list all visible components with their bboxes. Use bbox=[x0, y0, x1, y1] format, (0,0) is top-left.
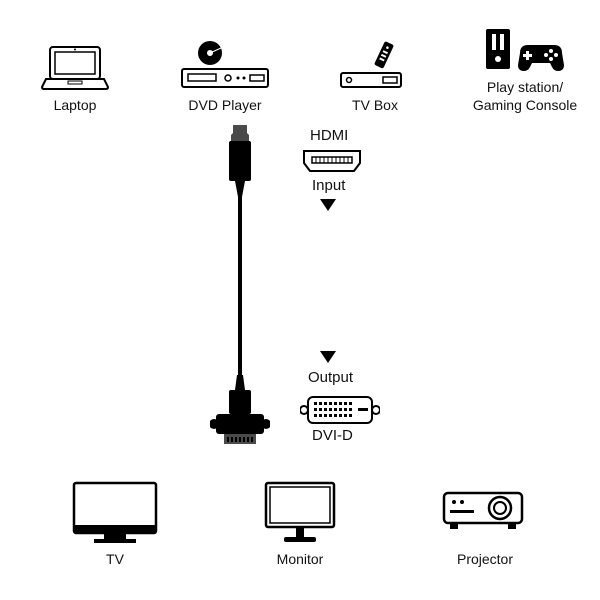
input-arrow-icon bbox=[320, 199, 336, 211]
dvi-label: DVI-D bbox=[312, 427, 353, 444]
device-monitor: Monitor bbox=[230, 475, 370, 569]
gaming-console-label: Play station/ Gaming Console bbox=[473, 79, 577, 114]
cable-diagram: HDMI Input Output DVI-D bbox=[0, 115, 600, 465]
input-label: Input bbox=[312, 177, 345, 194]
monitor-icon bbox=[260, 475, 340, 545]
laptop-icon bbox=[40, 36, 110, 91]
tv-box-icon bbox=[335, 36, 415, 91]
device-dvd-player: DVD Player bbox=[155, 36, 295, 115]
cable-line bbox=[238, 195, 242, 380]
projector-icon bbox=[440, 475, 530, 545]
device-tv: TV bbox=[45, 475, 185, 569]
device-projector: Projector bbox=[415, 475, 555, 569]
tv-label: TV bbox=[106, 551, 124, 569]
dvd-player-icon bbox=[180, 36, 270, 91]
projector-label: Projector bbox=[457, 551, 513, 569]
dvd-player-label: DVD Player bbox=[188, 97, 261, 115]
monitor-label: Monitor bbox=[277, 551, 324, 569]
laptop-label: Laptop bbox=[54, 97, 97, 115]
device-gaming-console: Play station/ Gaming Console bbox=[455, 18, 595, 114]
dvi-plug-icon bbox=[210, 375, 270, 455]
tv-icon bbox=[70, 475, 160, 545]
output-arrow-icon bbox=[320, 351, 336, 363]
output-devices-row: TV Monitor Projector bbox=[0, 475, 600, 569]
device-tv-box: TV Box bbox=[305, 36, 445, 115]
source-devices-row: Laptop DVD Player bbox=[0, 18, 600, 114]
hdmi-label: HDMI bbox=[310, 127, 348, 144]
gaming-console-icon bbox=[478, 18, 573, 73]
tv-box-label: TV Box bbox=[352, 97, 398, 115]
output-label: Output bbox=[308, 369, 353, 386]
device-laptop: Laptop bbox=[5, 36, 145, 115]
hdmi-plug-icon bbox=[225, 125, 255, 205]
